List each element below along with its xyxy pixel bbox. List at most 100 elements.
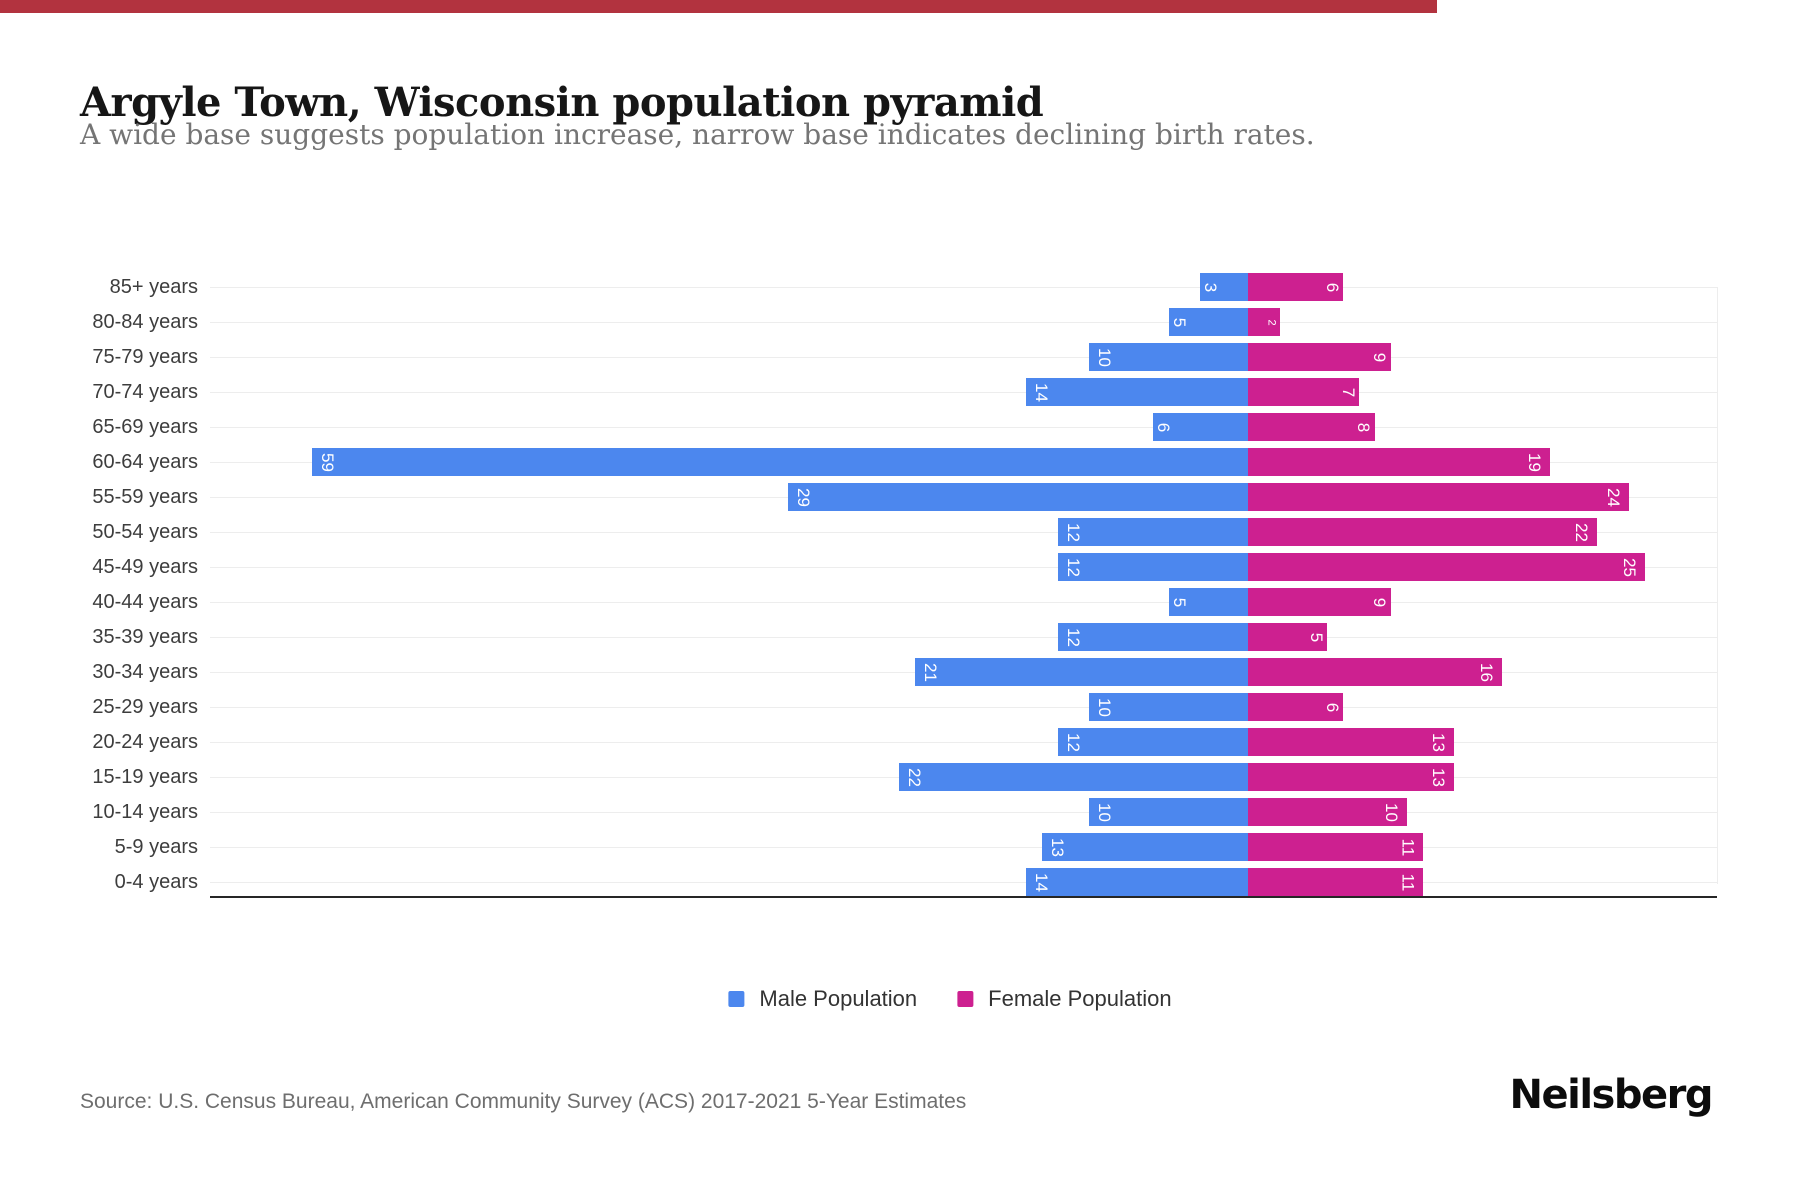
female-bar[interactable]: 13 bbox=[1248, 728, 1455, 756]
y-axis-label: 65-69 years bbox=[92, 416, 198, 438]
female-bar[interactable]: 10 bbox=[1248, 798, 1407, 826]
male-bar-value: 6 bbox=[1154, 422, 1173, 432]
female-bar-value: 13 bbox=[1429, 732, 1449, 752]
y-axis-label: 30-34 years bbox=[92, 661, 198, 683]
y-axis-label: 50-54 years bbox=[92, 521, 198, 543]
top-accent-strip bbox=[0, 0, 1437, 13]
male-bar-value: 10 bbox=[1095, 347, 1115, 367]
female-bar[interactable]: 13 bbox=[1248, 763, 1455, 791]
male-bar[interactable]: 10 bbox=[1089, 343, 1248, 371]
female-bar-value: 2 bbox=[1265, 318, 1278, 326]
row-gridline bbox=[210, 707, 1717, 708]
row-gridline bbox=[210, 357, 1717, 358]
male-bar[interactable]: 29 bbox=[787, 483, 1248, 511]
female-bar-value: 7 bbox=[1338, 387, 1358, 397]
female-bar-value: 8 bbox=[1354, 422, 1374, 432]
female-bar-value: 6 bbox=[1322, 702, 1342, 712]
y-axis-label: 75-79 years bbox=[92, 346, 198, 368]
male-bar[interactable]: 14 bbox=[1025, 868, 1248, 896]
female-bar-value: 9 bbox=[1370, 352, 1390, 362]
legend-item-female[interactable]: Female Population bbox=[957, 986, 1172, 1012]
row-gridline bbox=[210, 847, 1717, 848]
male-bar[interactable]: 14 bbox=[1025, 378, 1248, 406]
male-bar[interactable]: 13 bbox=[1041, 833, 1248, 861]
male-bar-value: 12 bbox=[1063, 627, 1083, 647]
female-bar-value: 5 bbox=[1307, 632, 1327, 642]
female-bar[interactable]: 7 bbox=[1248, 378, 1360, 406]
female-bar[interactable]: 11 bbox=[1248, 868, 1423, 896]
male-bar[interactable]: 59 bbox=[311, 448, 1248, 476]
female-bar-value: 13 bbox=[1429, 767, 1449, 787]
female-bar[interactable]: 19 bbox=[1248, 448, 1550, 476]
male-bar[interactable]: 10 bbox=[1089, 798, 1248, 826]
male-bar-value: 12 bbox=[1063, 557, 1083, 577]
male-bar[interactable]: 10 bbox=[1089, 693, 1248, 721]
row-gridline bbox=[210, 322, 1717, 323]
male-bar-value: 59 bbox=[317, 452, 337, 472]
male-bar[interactable]: 21 bbox=[914, 658, 1248, 686]
male-bar-value: 12 bbox=[1063, 732, 1083, 752]
row-gridline bbox=[210, 602, 1717, 603]
male-bar-value: 10 bbox=[1095, 697, 1115, 717]
male-bar-value: 21 bbox=[920, 662, 940, 682]
female-bar[interactable]: 9 bbox=[1248, 343, 1391, 371]
male-bar[interactable]: 12 bbox=[1057, 623, 1248, 651]
chart-legend: Male Population Female Population bbox=[728, 986, 1172, 1012]
x-axis-baseline bbox=[210, 896, 1717, 898]
female-bar-value: 11 bbox=[1398, 838, 1418, 856]
female-bar-value: 24 bbox=[1603, 487, 1623, 507]
male-bar[interactable]: 12 bbox=[1057, 518, 1248, 546]
male-bar[interactable]: 5 bbox=[1168, 588, 1248, 616]
male-bar-value: 22 bbox=[904, 767, 924, 787]
female-bar[interactable]: 6 bbox=[1248, 693, 1344, 721]
legend-label-male: Male Population bbox=[759, 986, 918, 1011]
row-gridline bbox=[210, 637, 1717, 638]
female-bar-value: 19 bbox=[1524, 452, 1544, 472]
male-bar-value: 5 bbox=[1169, 317, 1189, 327]
row-gridline bbox=[210, 812, 1717, 813]
female-bar[interactable]: 16 bbox=[1248, 658, 1502, 686]
y-axis-label: 60-64 years bbox=[92, 451, 198, 473]
male-bar-value: 14 bbox=[1031, 382, 1051, 402]
y-axis-label: 25-29 years bbox=[92, 696, 198, 718]
y-axis-label: 20-24 years bbox=[92, 731, 198, 753]
row-gridline bbox=[210, 287, 1717, 288]
neilsberg-logo[interactable]: Neilsberg bbox=[1509, 1072, 1714, 1118]
male-bar[interactable]: 12 bbox=[1057, 553, 1248, 581]
y-axis-label: 45-49 years bbox=[92, 556, 198, 578]
y-axis-label: 5-9 years bbox=[114, 836, 198, 858]
female-bar[interactable]: 8 bbox=[1248, 413, 1375, 441]
page-subtitle: A wide base suggests population increase… bbox=[80, 118, 1315, 151]
male-bar-value: 29 bbox=[793, 487, 813, 507]
female-bar[interactable]: 22 bbox=[1248, 518, 1598, 546]
y-axis-label: 10-14 years bbox=[92, 801, 198, 823]
female-bar[interactable]: 5 bbox=[1248, 623, 1328, 651]
female-bar-value: 10 bbox=[1381, 802, 1401, 822]
y-axis-label: 0-4 years bbox=[114, 871, 198, 893]
male-bar[interactable]: 3 bbox=[1200, 273, 1248, 301]
male-bar-value: 3 bbox=[1201, 282, 1221, 292]
legend-item-male[interactable]: Male Population bbox=[728, 986, 917, 1012]
female-bar-value: 9 bbox=[1370, 597, 1390, 607]
male-bar[interactable]: 6 bbox=[1152, 413, 1248, 441]
female-bar[interactable]: 25 bbox=[1248, 553, 1645, 581]
female-bar[interactable]: 6 bbox=[1248, 273, 1344, 301]
y-axis-label: 85+ years bbox=[109, 276, 198, 298]
male-bar-value: 10 bbox=[1095, 802, 1115, 822]
female-bar-value: 16 bbox=[1476, 662, 1496, 682]
male-bar[interactable]: 22 bbox=[898, 763, 1248, 791]
row-gridline bbox=[210, 532, 1717, 533]
y-axis-label: 35-39 years bbox=[92, 626, 198, 648]
female-bar-value: 6 bbox=[1322, 282, 1342, 292]
female-bar[interactable]: 2 bbox=[1248, 308, 1280, 336]
male-legend-swatch-icon bbox=[728, 991, 745, 1007]
female-bar[interactable]: 9 bbox=[1248, 588, 1391, 616]
row-gridline bbox=[210, 427, 1717, 428]
male-bar[interactable]: 12 bbox=[1057, 728, 1248, 756]
male-bar[interactable]: 5 bbox=[1168, 308, 1248, 336]
female-bar[interactable]: 11 bbox=[1248, 833, 1423, 861]
male-bar-value: 12 bbox=[1063, 522, 1083, 542]
female-bar[interactable]: 24 bbox=[1248, 483, 1629, 511]
legend-label-female: Female Population bbox=[988, 986, 1172, 1011]
